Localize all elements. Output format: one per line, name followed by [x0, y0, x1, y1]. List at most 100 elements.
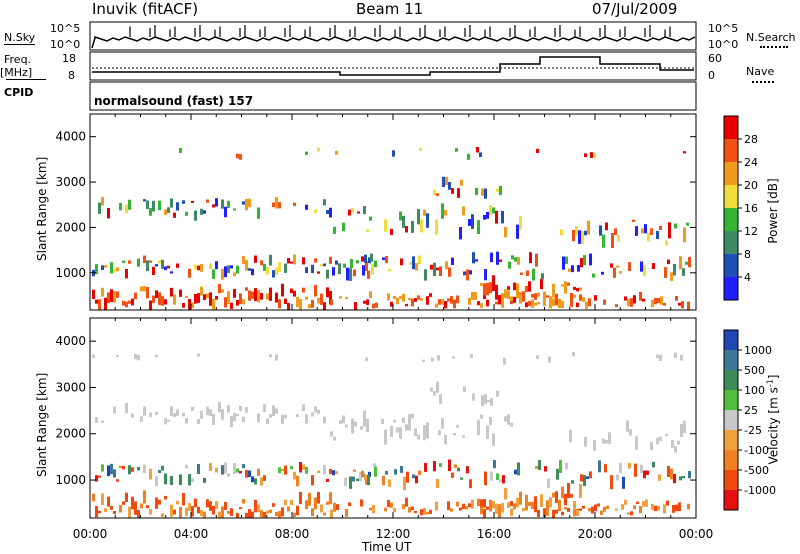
heatmap-cell — [260, 510, 263, 518]
heatmap-cell — [647, 232, 650, 242]
heatmap-cell — [113, 291, 116, 303]
colorbar-swatch — [724, 390, 738, 410]
heatmap-cell — [496, 473, 499, 480]
heatmap-cell — [390, 301, 393, 307]
heatmap-cell — [287, 302, 290, 310]
heatmap-cell — [98, 202, 101, 214]
heatmap-cell — [610, 263, 613, 268]
heatmap-cell — [140, 416, 143, 422]
heatmap-cell — [528, 300, 531, 307]
heatmap-cell — [501, 293, 504, 308]
heatmap-cell — [360, 499, 363, 507]
heatmap-cell — [278, 299, 281, 309]
heatmap-cell — [323, 302, 326, 310]
heatmap-cell — [570, 292, 573, 307]
heatmap-cell — [248, 470, 251, 478]
colorbar-tick-label: 25 — [744, 404, 758, 417]
heatmap-cell — [302, 257, 305, 265]
heatmap-cell — [499, 479, 502, 483]
heatmap-cell — [176, 263, 179, 268]
heatmap-cell — [206, 499, 209, 508]
heatmap-cell — [430, 264, 433, 270]
date-title: 07/Jul/2009 — [592, 0, 678, 18]
heatmap-cell — [456, 424, 459, 428]
heatmap-cell — [242, 464, 245, 469]
heatmap-cell — [191, 200, 194, 203]
time-tick-label: 08:00 — [275, 527, 310, 541]
power-panel-frame — [89, 113, 697, 311]
heatmap-cell — [525, 494, 528, 510]
heatmap-cell — [212, 298, 215, 310]
heatmap-cell — [402, 504, 405, 510]
heatmap-cell — [224, 297, 227, 308]
heatmap-cell — [146, 200, 149, 210]
heatmap-cell — [209, 463, 212, 471]
heatmap-cell — [387, 500, 390, 508]
heatmap-cell — [143, 406, 146, 416]
heatmap-cell — [367, 270, 370, 279]
heatmap-cell — [314, 497, 317, 510]
heatmap-cell — [107, 496, 110, 507]
heatmap-cell — [254, 255, 257, 263]
heatmap-cell — [92, 493, 95, 502]
heatmap-cell — [182, 200, 185, 204]
heatmap-cell — [402, 215, 405, 228]
heatmap-cell — [501, 503, 504, 513]
heatmap-cell — [479, 152, 482, 158]
heatmap-cell — [278, 511, 281, 518]
heatmap-cell — [644, 224, 647, 234]
heatmap-cell — [161, 296, 164, 306]
heatmap-cell — [415, 263, 418, 271]
nsky-panel-frame — [89, 21, 697, 51]
heatmap-cell — [445, 176, 448, 186]
heatmap-cell — [296, 414, 299, 418]
heatmap-cell — [95, 299, 98, 304]
heatmap-cell — [537, 292, 540, 297]
heatmap-cell — [284, 298, 287, 304]
heatmap-cell — [470, 353, 473, 358]
colorbar-swatch — [724, 450, 738, 470]
heatmap-cell — [317, 147, 320, 152]
heatmap-cell — [674, 446, 677, 453]
heatmap-cell — [107, 465, 110, 477]
heatmap-cell — [116, 267, 119, 272]
heatmap-cell — [670, 468, 673, 480]
heatmap-cell — [444, 209, 447, 216]
heatmap-cell — [420, 219, 423, 233]
heatmap-cell — [583, 475, 586, 486]
heatmap-cell — [215, 296, 218, 300]
heatmap-cell — [272, 202, 275, 208]
heatmap-cell — [429, 293, 432, 297]
heatmap-cell — [275, 354, 278, 361]
heatmap-cell — [540, 494, 543, 507]
heatmap-cell — [409, 262, 412, 265]
heatmap-cell — [490, 398, 493, 406]
heatmap-cell — [588, 507, 591, 512]
heatmap-cell — [426, 213, 429, 228]
cpid-label: CPID — [4, 86, 34, 99]
heatmap-cell — [206, 293, 209, 299]
heatmap-cell — [212, 204, 215, 208]
heatmap-cell — [179, 474, 182, 485]
heatmap-cell — [137, 510, 140, 518]
heatmap-cell — [457, 188, 460, 198]
heatmap-cell — [627, 299, 630, 307]
heatmap-cell — [522, 507, 525, 512]
heatmap-cell — [200, 264, 203, 272]
heatmap-cell — [392, 150, 395, 157]
heatmap-cell — [317, 409, 320, 415]
heatmap-cell — [486, 299, 489, 307]
heatmap-cell — [635, 226, 638, 236]
heatmap-cell — [484, 394, 487, 405]
heatmap-cell — [520, 272, 523, 276]
heatmap-cell — [540, 278, 543, 290]
heatmap-cell — [480, 282, 483, 287]
heatmap-cell — [651, 503, 654, 511]
heatmap-cell — [278, 467, 281, 474]
heatmap-cell — [146, 286, 149, 299]
heatmap-cell — [113, 406, 116, 414]
heatmap-cell — [426, 296, 429, 305]
heatmap-cell — [396, 427, 399, 433]
heatmap-cell — [412, 256, 415, 270]
heatmap-cell — [257, 207, 260, 219]
